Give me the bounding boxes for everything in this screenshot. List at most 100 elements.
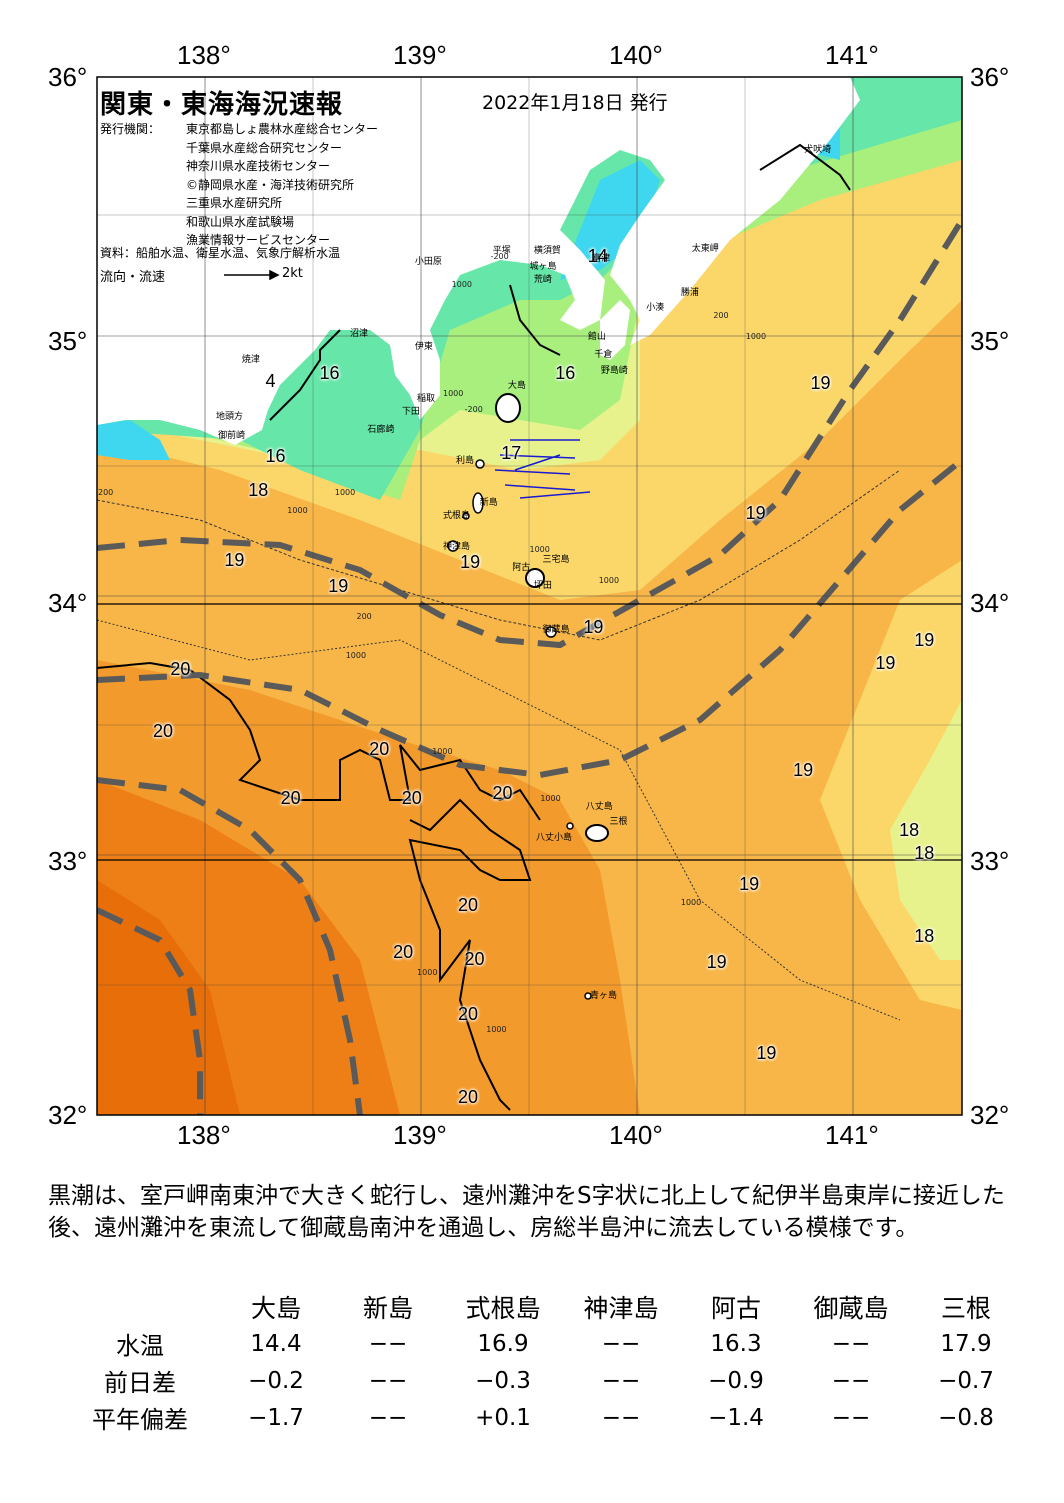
lon-label-top-141: 141°: [825, 40, 879, 70]
place-label: 阿古: [512, 562, 531, 573]
place-label: 大島: [507, 381, 526, 392]
graticule: [97, 77, 962, 1115]
temperature-label: 16: [265, 445, 286, 466]
table-cell: 16.9: [477, 1330, 529, 1357]
lat-label-left-35: 35°: [48, 326, 88, 356]
station-shikinejima: 式根島: [465, 1293, 541, 1323]
place-label: 御蔵島: [542, 625, 570, 636]
current-vectors: [494, 439, 591, 499]
place-label: 太東岬: [691, 243, 719, 254]
place-label: 神津島: [443, 542, 471, 553]
summary-text: 黒潮は、室戸岬南東沖で大きく蛇行し、遠州灘沖をS字状に北上して紀伊半島東岸に接近…: [48, 1180, 1008, 1244]
depth-label: 1000: [540, 793, 561, 803]
depth-label: 1000: [287, 505, 308, 515]
depth-label: -200: [490, 251, 509, 261]
isotherm-14: [509, 284, 561, 356]
lat-label-right-33: 33°: [970, 846, 1010, 876]
lat-label-left-36: 36°: [48, 62, 88, 92]
table-cell: −−: [831, 1404, 871, 1431]
land-honshu: [97, 77, 860, 445]
depth-label: 1000: [443, 389, 464, 399]
place-label: 式根島: [443, 510, 471, 521]
table-cell: −−: [601, 1404, 641, 1431]
station-mitsune: 三根: [940, 1293, 991, 1323]
issuer-item: 和歌山県水産試験場: [186, 214, 295, 229]
place-label: 下田: [401, 407, 420, 418]
table-cell: −−: [831, 1330, 871, 1357]
table-cell: −−: [601, 1330, 641, 1357]
temperature-label: 18: [914, 842, 935, 863]
temperature-label: 19: [793, 759, 814, 780]
lat-label-left-34: 34°: [48, 588, 88, 618]
lat-label-right-34: 34°: [970, 588, 1010, 618]
temperature-label: 17: [501, 443, 522, 464]
depth-label: 1000: [486, 1024, 507, 1034]
table-row: 平年偏差 −1.7 −− +0.1 −− −1.4 −− −0.8: [60, 1399, 1022, 1436]
temperature-label: 19: [583, 617, 604, 638]
temperature-label: 19: [739, 874, 760, 895]
lon-label-bottom-138: 138°: [177, 1120, 231, 1150]
temperature-label: 19: [224, 549, 245, 570]
table-cell: −0.9: [708, 1367, 764, 1394]
warm-eddy-axis: [97, 777, 363, 1115]
island-niijima: [472, 492, 484, 514]
issuer-item: 神奈川県水産技術センター: [186, 159, 331, 173]
station-mikurajima: 御蔵島: [813, 1293, 889, 1323]
depth-label: 1000: [529, 544, 550, 554]
temperature-label: 18: [248, 479, 269, 500]
map-title: 関東・東海海況速報: [100, 90, 344, 120]
depth-label: 1000: [417, 967, 438, 977]
place-label: 御前崎: [218, 430, 246, 441]
lon-label-top-139: 139°: [393, 40, 447, 70]
depth-label: 1000: [451, 280, 472, 290]
place-label: 伊東: [414, 342, 433, 353]
place-label: 地頭方: [215, 412, 243, 423]
isotherm-north: [759, 143, 851, 191]
current-vector: [514, 454, 561, 471]
temperature-label: 14: [587, 246, 608, 267]
lon-label-top-138: 138°: [177, 40, 231, 70]
station-ako: 阿古: [710, 1293, 761, 1323]
table-cell: −−: [368, 1367, 408, 1394]
place-label: 八丈小島: [535, 832, 572, 843]
temperature-label: 20: [457, 1003, 478, 1024]
flow-legend-label: 流向・流速: [100, 270, 166, 285]
observation-header-row: 大島 新島 式根島 神津島 阿古 御蔵島 三根: [60, 1288, 1022, 1325]
issuer-list: 東京都島しょ農林水産総合センター 千葉県水産総合研究センター 神奈川県水産技術セ…: [186, 120, 378, 250]
place-label: 三宅島: [542, 555, 570, 566]
depth-contour-200: [97, 469, 901, 641]
table-cell: 17.9: [940, 1330, 992, 1357]
lat-label-right-32: 32°: [970, 1100, 1010, 1130]
place-label: 犬吠埼: [804, 145, 832, 156]
depth-label: 1000: [334, 487, 356, 497]
flow-legend-unit: 2kt: [282, 266, 303, 281]
place-label: 石廊崎: [367, 425, 395, 436]
table-cell: −−: [368, 1330, 408, 1357]
temperature-label: 20: [401, 788, 422, 809]
place-label: 新島: [479, 497, 498, 508]
current-vector: [499, 454, 576, 459]
lat-label-left-33: 33°: [48, 846, 88, 876]
table-cell: −0.8: [938, 1404, 994, 1431]
temperature-label: 18: [899, 819, 920, 840]
depth-label: 1000: [745, 332, 767, 341]
lon-label-bottom-139: 139°: [393, 1120, 447, 1150]
island-hachijojima: [585, 824, 609, 842]
table-cell: −1.4: [708, 1404, 764, 1431]
island-kozushima: [447, 540, 459, 552]
temperature-zones: [97, 77, 962, 1115]
table-cell: 16.3: [710, 1330, 762, 1357]
depth-label: 1000: [345, 651, 367, 661]
issuer-item: 漁業情報サービスセンター: [186, 233, 331, 247]
temperature-label: 20: [457, 1086, 478, 1107]
data-sources: 資料：船舶水温、衛星水温、気象庁解析水温: [100, 246, 341, 260]
island-oshima: [495, 393, 521, 423]
depth-label: 1000: [598, 575, 620, 585]
island-shikinejima: [462, 512, 470, 520]
lat-label-right-36: 36°: [970, 62, 1010, 92]
place-label: 平塚: [492, 246, 511, 257]
place-label: 城ヶ島: [529, 261, 557, 272]
island-miyakejima: [525, 568, 545, 588]
temperature-label: 19: [328, 575, 349, 596]
table-corner: [60, 1288, 220, 1325]
